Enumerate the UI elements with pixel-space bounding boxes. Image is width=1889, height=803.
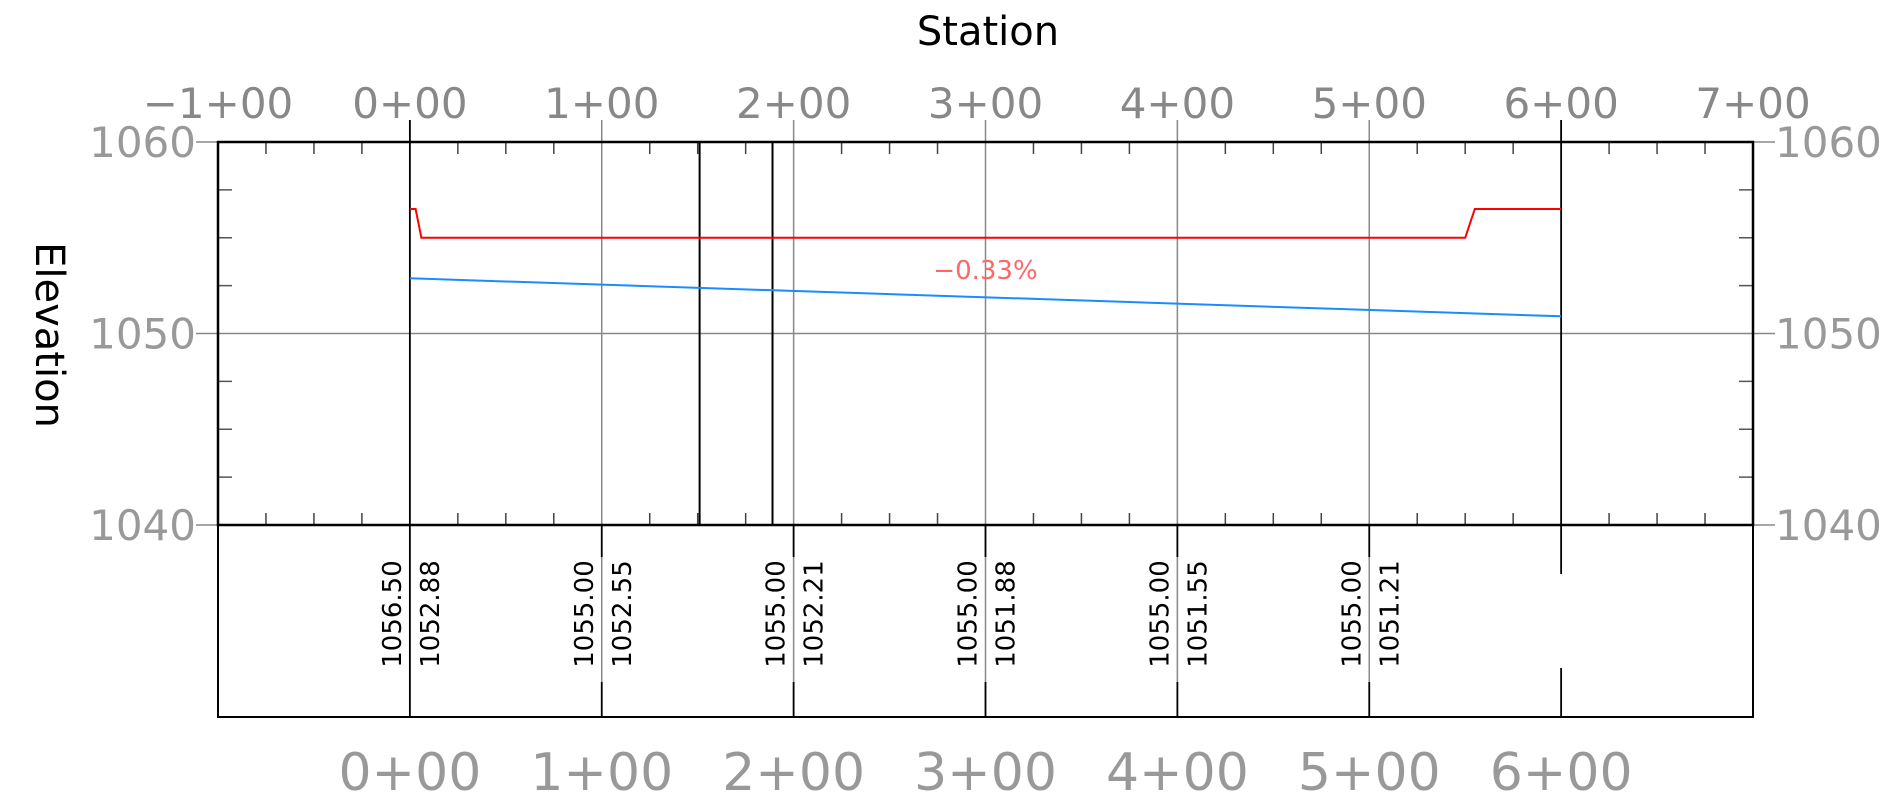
band-existing-elevation: 1055.00 <box>1337 560 1367 668</box>
x-tick-label-top: 2+00 <box>736 79 851 128</box>
band-proposed-elevation: 1051.55 <box>1183 560 1213 668</box>
band-existing-elevation: 1055.00 <box>1145 560 1175 668</box>
band-existing-elevation: 1055.00 <box>762 560 792 668</box>
y-tick-label-right: 1060 <box>1775 118 1882 167</box>
band-proposed-elevation: 1052.88 <box>416 560 446 668</box>
series-existing-ground-line <box>409 208 1562 239</box>
band-proposed-elevation: 1051.88 <box>992 560 1022 668</box>
chart-title: Station <box>917 9 1059 55</box>
band-proposed-elevation: 1051.21 <box>1375 560 1405 668</box>
y-tick-label-left: 1060 <box>89 118 196 167</box>
y-axis-label: Elevation <box>26 242 72 428</box>
y-tick-label-left: 1050 <box>89 310 196 359</box>
y-tick-label-right: 1050 <box>1775 310 1882 359</box>
y-tick-label-right: 1040 <box>1775 501 1882 550</box>
grade-annotation: −0.33% <box>933 256 1037 286</box>
band-existing-elevation: 1055.00 <box>954 560 984 668</box>
x-tick-label-top: 0+00 <box>352 79 467 128</box>
x-tick-label-top: 5+00 <box>1312 79 1427 128</box>
band-proposed-elevation: 1052.21 <box>800 560 830 668</box>
series-layer <box>409 208 1562 318</box>
x-tick-label-bottom: 5+00 <box>1298 743 1441 803</box>
band-existing-elevation: 1056.50 <box>378 560 408 668</box>
x-tick-label-top: 4+00 <box>1120 79 1235 128</box>
series-profile-line <box>409 277 1562 318</box>
y-tick-label-left: 1040 <box>89 501 196 550</box>
band-proposed-elevation: 1052.55 <box>608 560 638 668</box>
x-tick-label-top: 6+00 <box>1503 79 1618 128</box>
label-layer: −1+00 0+00 1+00 2+00 3+00 4+00 5+00 6+00 7+00 0+0… <box>89 79 1882 803</box>
x-tick-label-bottom: 1+00 <box>530 743 673 803</box>
band-existing-elevation: 1055.00 <box>570 560 600 668</box>
x-tick-label-bottom: 4+00 <box>1106 743 1249 803</box>
x-tick-label-bottom: 3+00 <box>914 743 1057 803</box>
x-tick-label-top: 7+00 <box>1695 79 1810 128</box>
x-tick-label-bottom: 2+00 <box>722 743 865 803</box>
x-tick-label-bottom: 0+00 <box>338 743 481 803</box>
data-band: 1056.50 1052.88 1055.00 1052.55 1055.00 1052.… <box>378 525 1405 717</box>
x-tick-label-top: 1+00 <box>544 79 659 128</box>
x-tick-label-top: 3+00 <box>928 79 1043 128</box>
x-tick-label-bottom: 6+00 <box>1490 743 1633 803</box>
x-tick-label-top: −1+00 <box>143 79 294 128</box>
